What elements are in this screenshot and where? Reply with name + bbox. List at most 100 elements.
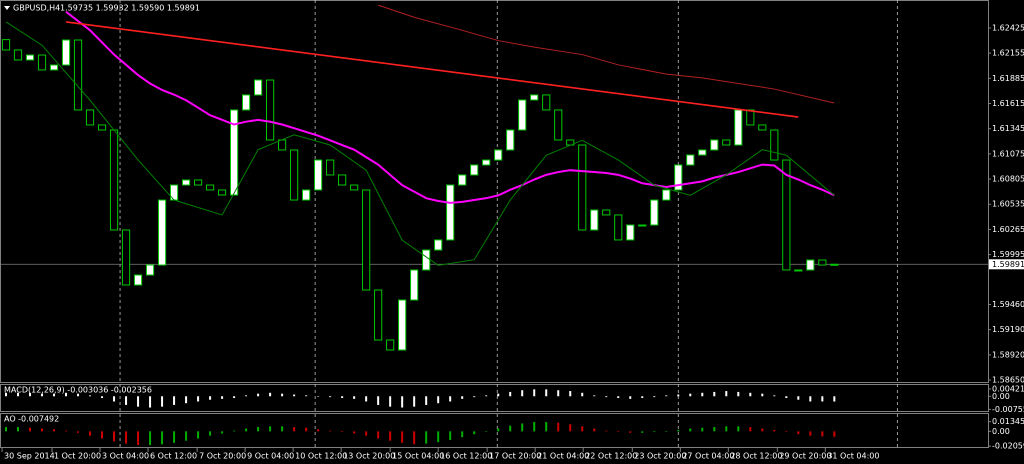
moving-average [65,10,835,204]
x-tick-label: 13 Oct 20:00 [343,452,395,461]
histogram-bar [461,396,464,399]
histogram-bar [125,431,128,444]
histogram-bar [101,431,104,439]
histogram-bar [701,427,704,432]
histogram-bar [53,429,56,432]
candle-body [698,149,707,156]
histogram-bar [233,396,236,398]
candle-body [398,299,407,351]
histogram-bar [365,431,368,436]
histogram-bar [317,429,320,432]
histogram-bar [113,431,116,442]
candle-body [506,129,515,151]
histogram-bar [725,426,728,432]
histogram-bar [149,396,152,408]
histogram-bar [665,431,668,432]
moving-average [377,4,835,104]
candle-body [338,174,347,186]
histogram-bar [161,431,164,445]
histogram-bar [197,396,200,402]
candle-body [530,94,539,101]
trendline [65,21,799,118]
histogram-bar [293,394,296,397]
y-tick-label: 1.61615 [992,99,1024,108]
histogram-bar [497,428,500,432]
histogram-bar [533,422,536,432]
y-tick-label: 1.59995 [992,250,1024,259]
histogram-bar [209,431,212,436]
histogram-bar [653,431,656,433]
y-tick-label: 1.58920 [992,350,1024,359]
candle-body [181,179,191,186]
candle-body [446,184,455,241]
histogram-bar [737,426,740,432]
histogram-bar [341,431,344,433]
histogram-bar [293,427,296,432]
histogram-bar [65,392,68,397]
symbol-title: GBPUSD,H4 [13,4,60,13]
candle-body [386,339,395,351]
histogram-bar [185,396,188,404]
histogram-bar [17,392,20,397]
histogram-bar [413,431,416,445]
histogram-bar [809,396,812,402]
histogram-bar [53,393,56,397]
histogram-bar [65,430,68,432]
x-tick-label: 10 Oct 12:00 [295,452,347,461]
histogram-bar [809,431,812,436]
candle-body [145,264,155,276]
histogram-bar [833,431,836,437]
candle-body [1,39,11,51]
histogram-bar [689,428,692,432]
symbol-menu-icon[interactable] [4,6,10,10]
x-tick-label: 7 Oct 20:00 [199,452,246,461]
histogram-bar [641,431,644,433]
histogram-bar [797,431,800,435]
histogram-bar [281,393,284,397]
histogram-bar [5,427,8,432]
histogram-bar [185,431,188,441]
histogram-bar [329,396,332,398]
candle-body [25,54,35,61]
histogram-bar [377,396,380,405]
histogram-bar [77,431,80,433]
histogram-bar [149,431,152,445]
histogram-bar [197,431,200,439]
histogram-bar [581,426,584,432]
histogram-bar [89,431,92,436]
histogram-bar [461,431,464,438]
histogram-bar [641,396,644,398]
histogram-bar [749,427,752,432]
candle-body [818,259,827,266]
histogram-bar [329,430,332,432]
histogram-bar [785,396,788,398]
histogram-bar [821,396,824,402]
candle-body [494,149,503,161]
histogram-bar [5,392,8,397]
y-tick-label: 1.59460 [992,300,1024,309]
candle-body [241,94,251,111]
histogram-bar [389,431,392,441]
candle-body [205,184,215,191]
y-tick-label: 0.00 [992,392,1010,401]
histogram-bar [161,396,164,407]
histogram-bar [173,431,176,443]
candle-body [410,269,419,301]
candle-body [542,94,551,111]
x-tick-label: 6 Oct 12:00 [150,452,197,461]
candle-body [782,159,791,271]
histogram-bar [629,431,632,433]
histogram-bar [245,395,248,397]
histogram-bar [473,431,476,435]
x-tick-label: 30 Sep 2014 [4,452,55,461]
y-tick-label: 1.62155 [992,49,1024,58]
moving-average [5,21,835,266]
candle-body [602,209,611,216]
histogram-bar [389,396,392,407]
histogram-bar [785,431,788,433]
y-tick-label: 1.59190 [992,325,1024,334]
histogram-bar [353,396,356,399]
histogram-bar [581,392,584,397]
